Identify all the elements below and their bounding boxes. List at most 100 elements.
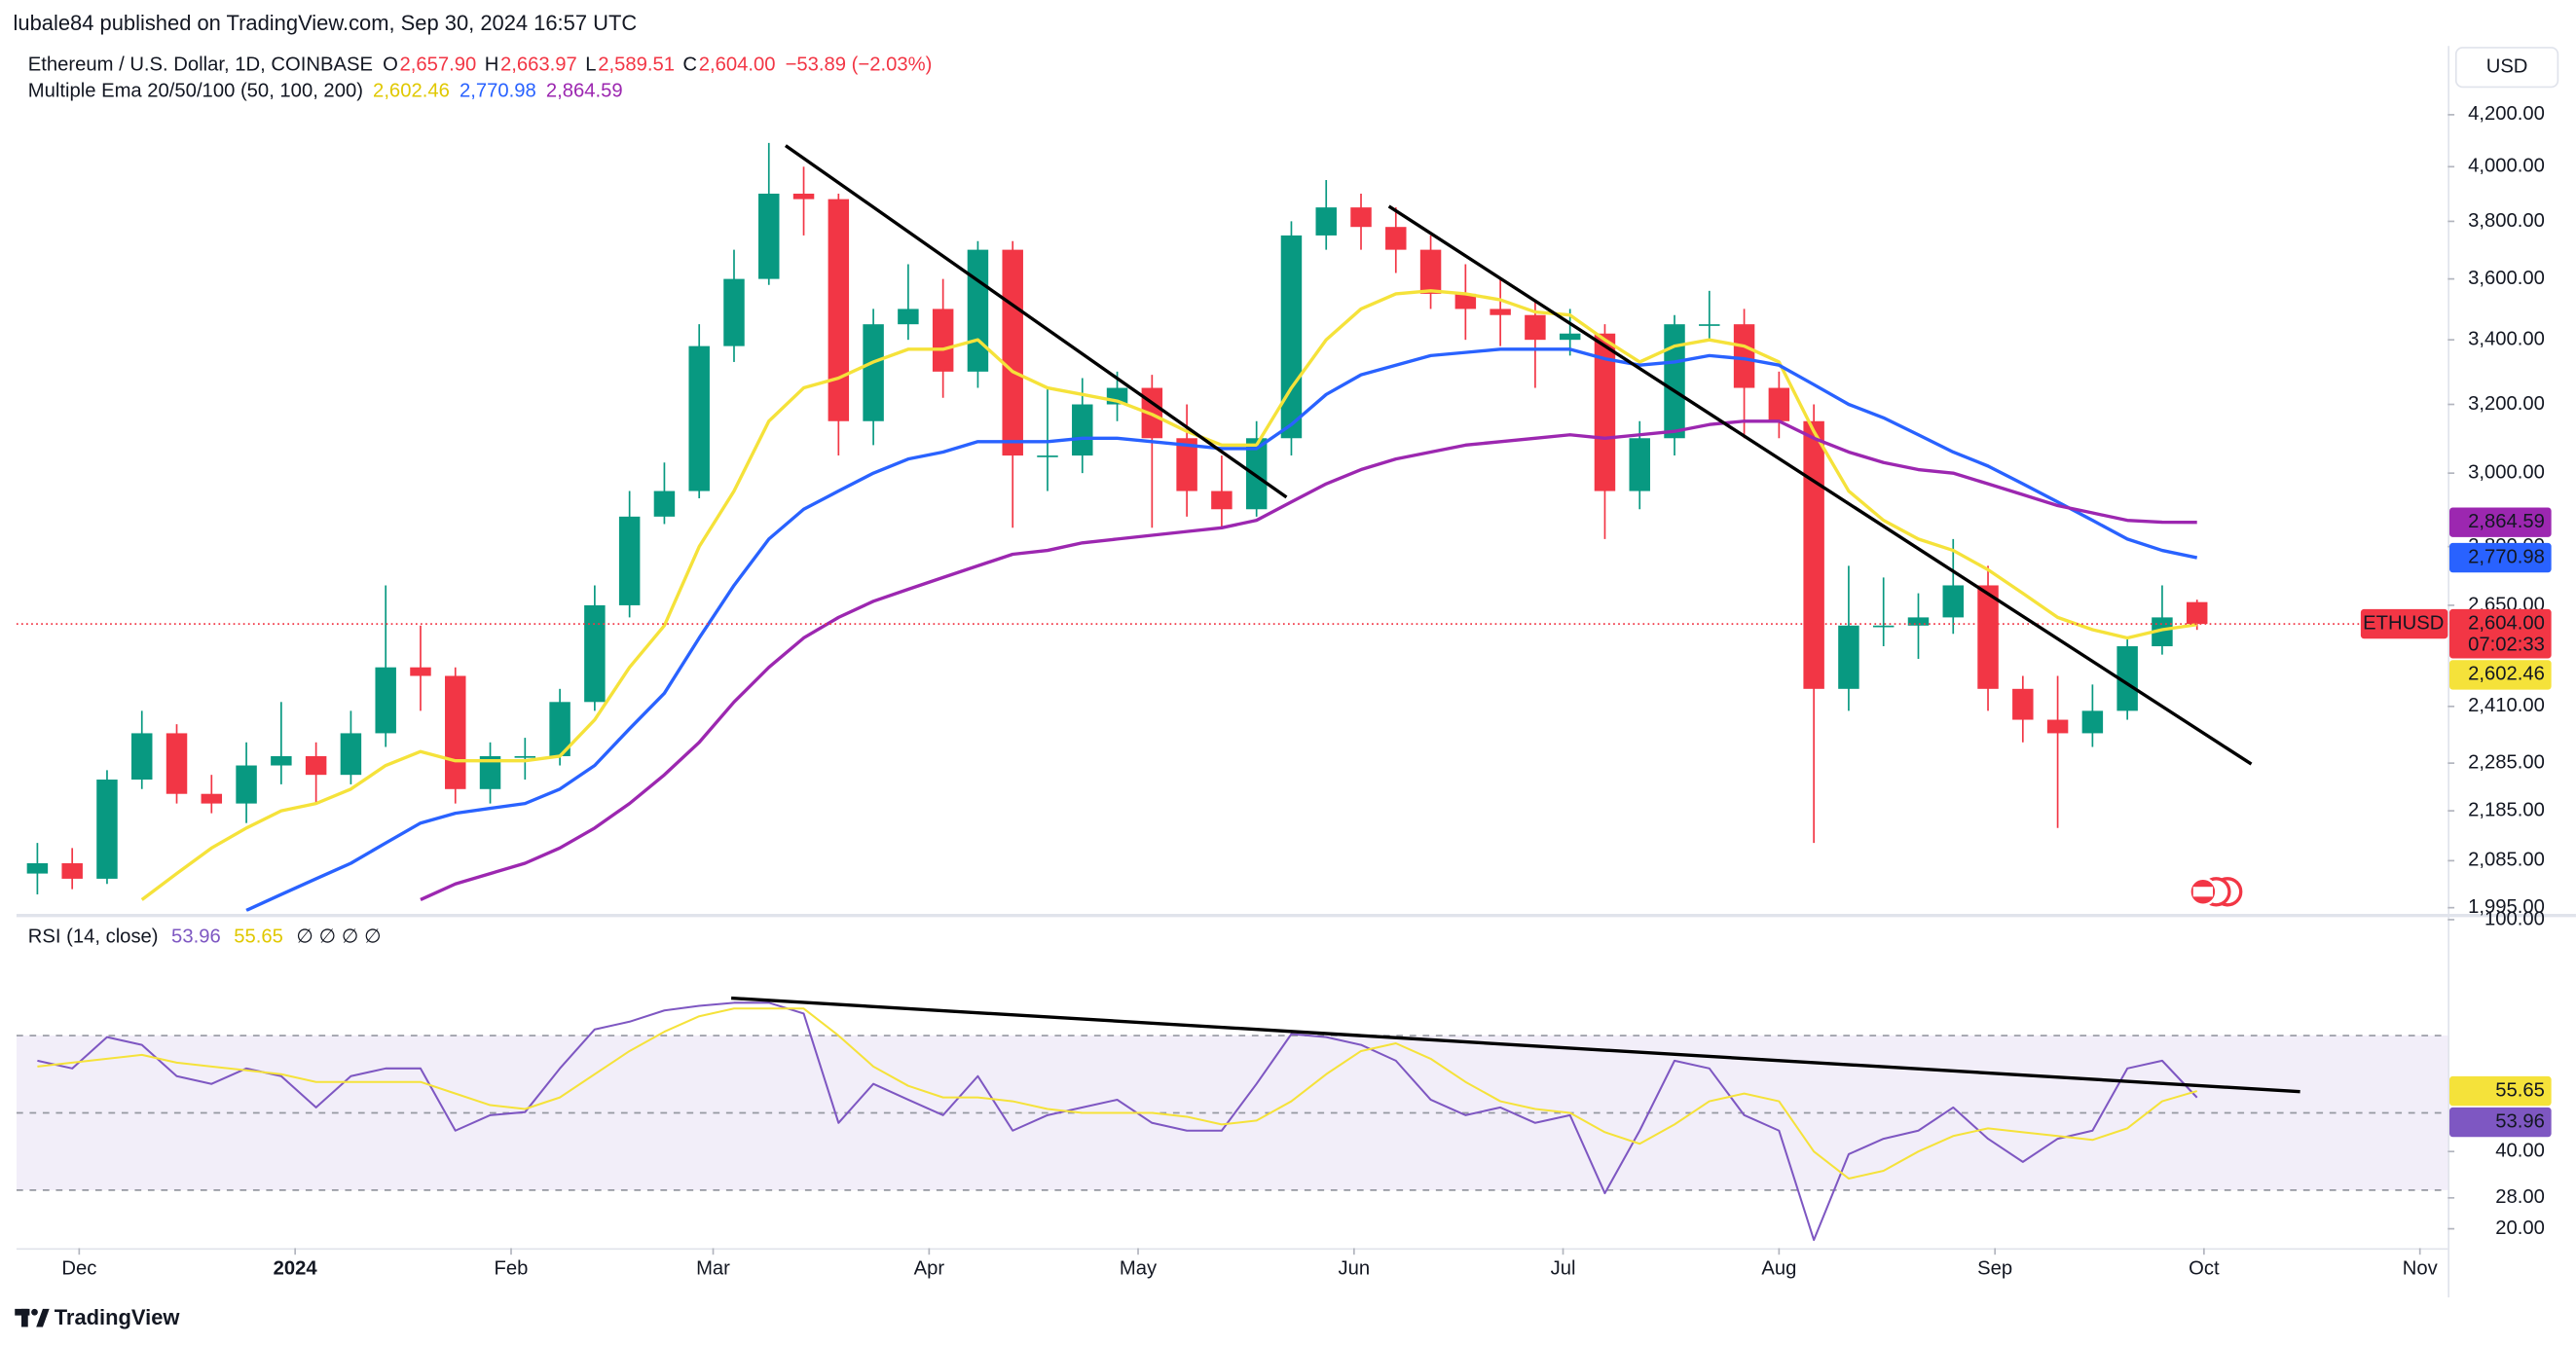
- candle-body: [2012, 688, 2034, 720]
- ohlc-key: O: [383, 55, 398, 76]
- axis-value-label: 2,602.46: [2468, 664, 2545, 685]
- trend-line: [731, 996, 2300, 1094]
- indicator-legend: Multiple Ema 20/50/100 (50, 100, 200) 2,6…: [28, 81, 623, 102]
- candle-body: [653, 491, 676, 517]
- candle-body: [1454, 293, 1477, 309]
- axis-value-label: 2,604.00: [2468, 612, 2545, 634]
- candle-body: [549, 702, 570, 756]
- x-tick-label: 2024: [274, 1258, 318, 1280]
- candle-body: [1280, 235, 1303, 439]
- candle-body: [1385, 227, 1407, 250]
- candle-body: [445, 675, 466, 789]
- axis-value-label: 53.96: [2495, 1110, 2545, 1132]
- ohlc-key: H: [485, 55, 499, 76]
- candle-body: [26, 863, 49, 874]
- x-tick-label: Jun: [1339, 1258, 1371, 1280]
- ohlc-key: C: [682, 55, 697, 76]
- x-tick-label: May: [1120, 1258, 1158, 1280]
- candle-body: [898, 309, 919, 325]
- candle-body: [828, 199, 850, 421]
- y-tick-label: 4,000.00: [2468, 156, 2545, 177]
- candle-body: [166, 733, 188, 794]
- rsi-legend-value: 53.96: [171, 927, 221, 948]
- symbol-box: [2360, 608, 2448, 639]
- ema-line: [140, 289, 2197, 901]
- y-tick-label: 3,600.00: [2468, 268, 2545, 289]
- candle-body: [375, 667, 396, 734]
- trend-line: [1387, 204, 2253, 766]
- candle-body: [96, 780, 118, 879]
- candle-body: [2046, 719, 2069, 734]
- candle-body: [792, 193, 815, 200]
- candle-body: [584, 604, 606, 703]
- y-tick-label: 1,995.00: [2468, 896, 2545, 918]
- logo-part: [36, 1308, 50, 1327]
- ohlc-value: 2,604.00: [699, 55, 776, 76]
- candle-body: [1872, 625, 1895, 628]
- brand-logo: [15, 1308, 50, 1327]
- axis-value-box: [2449, 660, 2552, 690]
- axis-value-box: [2449, 608, 2552, 659]
- y-tick-label: 4,200.00: [2468, 103, 2545, 125]
- candle-body: [2186, 601, 2208, 625]
- candle-body: [1629, 438, 1650, 491]
- axis-value-box: [2449, 1075, 2552, 1107]
- y-tick-label: 2,185.00: [2468, 799, 2545, 820]
- x-tick-label: Dec: [61, 1258, 96, 1280]
- candle-body: [1490, 309, 1511, 315]
- x-tick-label: Oct: [2189, 1258, 2220, 1280]
- y-tick-label: 2,410.00: [2468, 695, 2545, 716]
- indicator-name: Multiple Ema 20/50/100 (50, 100, 200): [28, 81, 363, 102]
- logo-part: [31, 1308, 38, 1316]
- axis-value-box: [2449, 542, 2552, 573]
- candle-body: [201, 793, 223, 804]
- candle-body: [1942, 585, 1964, 618]
- ema-legend-value: 2,770.98: [460, 81, 536, 102]
- y-tick-label: 2,085.00: [2468, 850, 2545, 871]
- symbol-title: Ethereum / U.S. Dollar, 1D, COINBASE: [28, 55, 373, 76]
- x-tick-label: Mar: [696, 1258, 730, 1280]
- candle-body: [271, 755, 292, 766]
- ema-legend-value: 2,864.59: [546, 81, 623, 102]
- rsi-title: RSI (14, close): [28, 927, 159, 948]
- currency-button[interactable]: [2454, 47, 2559, 89]
- event-icons[interactable]: [2189, 877, 2243, 907]
- candle-body: [479, 755, 501, 789]
- candle-body: [2081, 710, 2104, 734]
- ohlc-key: L: [585, 55, 596, 76]
- ema-line: [245, 347, 2198, 912]
- candle-body: [1559, 333, 1581, 341]
- x-tick-label: Nov: [2403, 1258, 2439, 1280]
- candle-body: [1594, 333, 1616, 491]
- x-tick-label: Apr: [914, 1258, 945, 1280]
- pane: [16, 996, 2448, 1242]
- axis-value-box: [2449, 507, 2552, 537]
- flag-stripe: [2192, 887, 2214, 897]
- rsi-line: [37, 1001, 2198, 1242]
- axis-value-label: 07:02:33: [2468, 634, 2545, 655]
- axis-value-box: [2449, 1107, 2552, 1138]
- candle-body: [1907, 617, 1930, 626]
- candle-body: [236, 765, 257, 804]
- y-tick-label: 3,200.00: [2468, 393, 2545, 415]
- candle-body: [1245, 438, 1268, 510]
- axis-value-label: 55.65: [2495, 1079, 2545, 1101]
- y-tick-label: 100.00: [2484, 908, 2545, 929]
- y-tick-label: 40.00: [2495, 1141, 2545, 1162]
- ohlc-value: 2,663.97: [500, 55, 577, 76]
- candle-body: [1350, 207, 1372, 228]
- x-tick-label: Sep: [1977, 1258, 2012, 1280]
- currency-label[interactable]: USD: [2486, 56, 2528, 78]
- candle-body: [1699, 324, 1720, 326]
- candle-body: [758, 193, 780, 279]
- y-tick-label: 28.00: [2495, 1186, 2545, 1208]
- candle-body: [1211, 491, 1233, 510]
- candle-body: [1419, 249, 1442, 294]
- candle-body: [340, 733, 362, 776]
- y-tick-label: 3,800.00: [2468, 210, 2545, 232]
- trend-line: [784, 144, 1288, 499]
- change-value: −53.89 (−2.03%): [786, 55, 933, 76]
- candle-body: [932, 309, 954, 372]
- publisher: lubale84 published on TradingView.com, S…: [14, 11, 638, 35]
